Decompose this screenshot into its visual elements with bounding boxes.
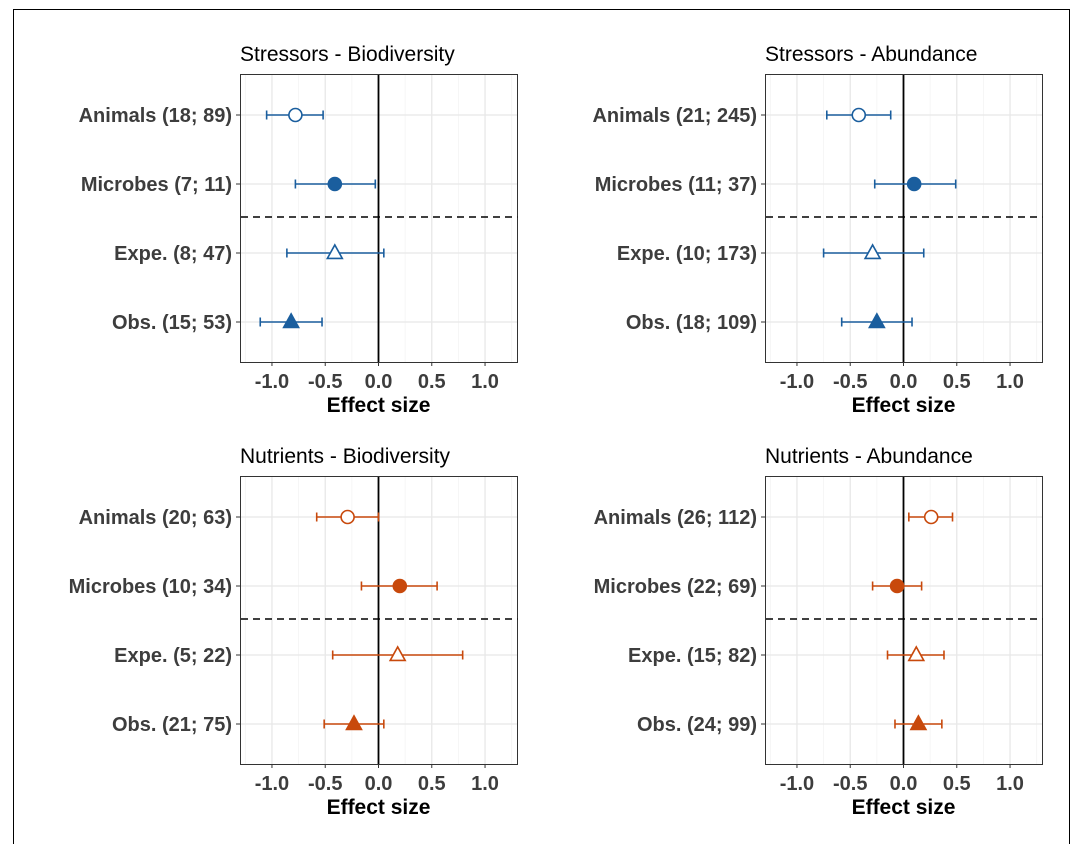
x-tick-label: 0.5: [418, 773, 446, 795]
panel-stressors-biodiversity: Animals (18; 89) Microbes (7; 11) Expe. (8…: [79, 43, 518, 417]
row-label: Obs. (24; 99): [637, 714, 757, 736]
point-estimate-circle-filled: [392, 578, 408, 594]
point-estimate-triangle-open: [863, 243, 882, 260]
row-label: Obs. (18; 109): [626, 312, 757, 334]
point-estimate-circle-open: [851, 107, 867, 123]
point-estimate-triangle-filled: [345, 714, 363, 731]
point-estimate-triangle-open: [907, 645, 926, 662]
point-estimate-triangle-open: [388, 645, 407, 662]
x-tick-label: -1.0: [255, 773, 289, 795]
figure-frame: [13, 9, 1070, 844]
x-tick-label: 1.0: [996, 773, 1024, 795]
panel-nutrients-biodiversity: Animals (20; 63) Microbes (10; 34) Expe. (…: [69, 445, 518, 819]
point-estimate-circle-open: [340, 509, 355, 525]
point-estimate-circle-filled: [327, 176, 343, 192]
panel-title: Stressors - Abundance: [765, 43, 977, 66]
x-tick-label: 1.0: [996, 371, 1024, 393]
row-label: Microbes (10; 34): [69, 576, 232, 598]
row-label: Microbes (7; 11): [81, 174, 232, 196]
row-label: Animals (26; 112): [594, 507, 757, 529]
x-tick-label: 0.0: [365, 773, 393, 795]
panel-title: Stressors - Biodiversity: [240, 43, 455, 66]
point-estimate-triangle-open: [325, 243, 344, 260]
x-tick-label: -1.0: [255, 371, 289, 393]
row-label: Animals (20; 63): [79, 507, 232, 529]
point-estimate-circle-open: [923, 509, 939, 525]
row-label: Expe. (10; 173): [617, 243, 757, 265]
x-axis-title: Effect size: [852, 394, 956, 417]
point-estimate-circle-filled: [889, 578, 905, 594]
x-tick-label: 0.5: [943, 773, 971, 795]
x-tick-label: -0.5: [833, 371, 867, 393]
point-estimate-triangle-filled: [282, 312, 300, 329]
panel-title: Nutrients - Abundance: [765, 445, 973, 468]
x-tick-label: -1.0: [780, 773, 814, 795]
row-label: Microbes (11; 37): [595, 174, 757, 196]
x-tick-label: 0.0: [365, 371, 393, 393]
x-axis-title: Effect size: [327, 394, 431, 417]
x-tick-label: 0.5: [418, 371, 446, 393]
x-tick-label: 0.0: [890, 773, 918, 795]
x-tick-label: -1.0: [780, 371, 814, 393]
row-label: Obs. (21; 75): [112, 714, 232, 736]
x-axis-title: Effect size: [327, 796, 431, 819]
x-tick-label: 0.5: [943, 371, 971, 393]
panels: Animals (18; 89) Microbes (7; 11) Expe. (8…: [69, 43, 1043, 819]
x-tick-label: 0.0: [890, 371, 918, 393]
point-estimate-triangle-filled: [909, 714, 928, 731]
x-tick-label: -0.5: [833, 773, 867, 795]
x-axis-title: Effect size: [852, 796, 956, 819]
x-tick-label: -0.5: [308, 773, 342, 795]
panel-nutrients-abundance: Animals (26; 112) Microbes (22; 69) Expe. …: [594, 445, 1043, 819]
x-tick-label: 1.0: [471, 773, 499, 795]
row-label: Obs. (15; 53): [112, 312, 232, 334]
row-label: Expe. (8; 47): [114, 243, 232, 265]
row-label: Microbes (22; 69): [594, 576, 757, 598]
row-label: Animals (18; 89): [79, 105, 232, 127]
point-estimate-circle-filled: [906, 176, 922, 192]
panel-title: Nutrients - Biodiversity: [240, 445, 451, 468]
row-label: Expe. (5; 22): [114, 645, 232, 667]
row-label: Animals (21; 245): [592, 105, 757, 127]
point-estimate-circle-open: [288, 107, 303, 123]
panel-stressors-abundance: Animals (21; 245) Microbes (11; 37) Expe. …: [592, 43, 1043, 417]
x-tick-label: -0.5: [308, 371, 342, 393]
x-tick-label: 1.0: [471, 371, 499, 393]
row-label: Expe. (15; 82): [628, 645, 757, 667]
point-estimate-triangle-filled: [868, 312, 886, 329]
